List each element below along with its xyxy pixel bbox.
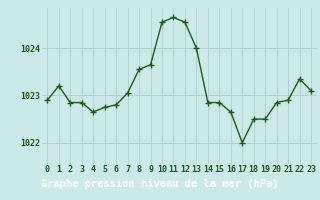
Text: Graphe pression niveau de la mer (hPa): Graphe pression niveau de la mer (hPa) [41, 179, 279, 189]
